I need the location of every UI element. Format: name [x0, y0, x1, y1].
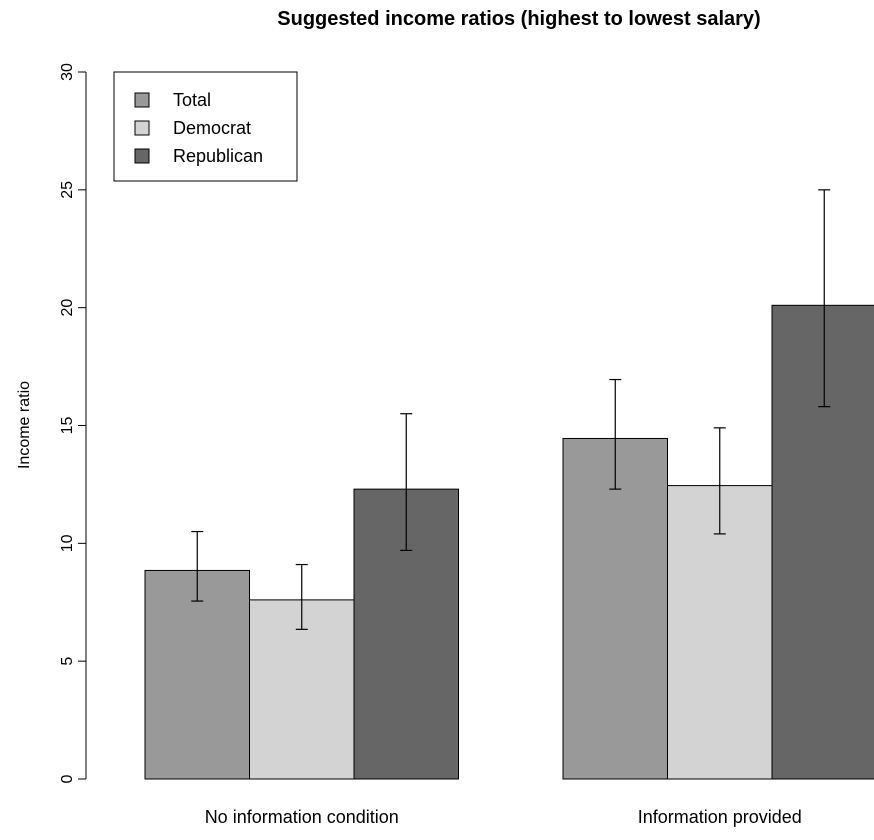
y-tick-label: 10 [59, 534, 76, 552]
y-tick-label: 30 [59, 63, 76, 81]
legend-label-democrat: Democrat [173, 118, 251, 138]
bar-total-0 [144, 569, 250, 780]
bar-total-1 [562, 437, 668, 780]
category-label: Information provided [638, 807, 802, 827]
y-tick-label: 25 [59, 181, 76, 199]
y-tick-label: 0 [59, 774, 76, 783]
bars-group [144, 304, 874, 780]
category-label: No information condition [205, 807, 399, 827]
legend-label-republican: Republican [173, 146, 263, 166]
legend: Total Democrat Republican [113, 71, 298, 182]
y-tick-label: 15 [59, 417, 76, 435]
y-tick-label: 5 [59, 657, 76, 666]
y-axis-label: Income ratio [16, 381, 33, 469]
legend-label-total: Total [173, 90, 211, 110]
category-labels: No information condition Information prov… [205, 807, 802, 827]
bar-republican-1 [771, 304, 874, 780]
chart-title: Suggested income ratios (highest to lowe… [277, 8, 760, 30]
error-bars-group [191, 189, 831, 630]
y-axis-ticks: 0 5 10 15 20 25 30 [59, 63, 86, 783]
legend-swatch-total [134, 92, 150, 108]
legend-swatch-republican [134, 148, 150, 164]
y-tick-label: 20 [59, 299, 76, 317]
legend-swatch-democrat [134, 120, 150, 136]
